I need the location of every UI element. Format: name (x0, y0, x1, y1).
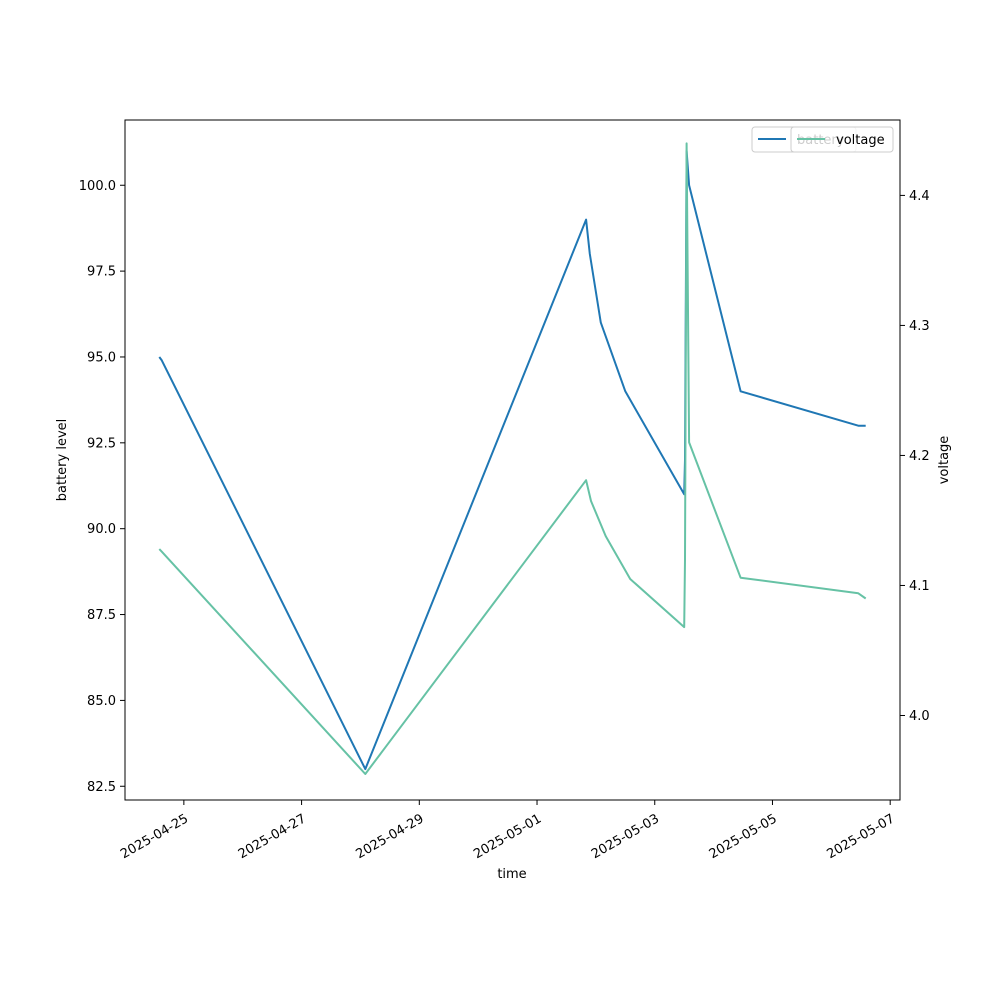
y-left-tick-label: 100.0 (79, 179, 116, 194)
legend-voltage: voltage (790, 126, 894, 153)
x-tick-label: 2025-04-25 (118, 811, 191, 862)
x-tick-label: 2025-04-29 (354, 811, 427, 862)
x-axis-title: time (497, 867, 526, 882)
y-left-tick-label: 82.5 (87, 780, 116, 795)
y-left-tick-label: 92.5 (87, 436, 116, 451)
x-tick-label: 2025-05-01 (471, 811, 544, 862)
y-left-tick-label: 95.0 (87, 350, 116, 365)
y-right-axis: 4.0 4.1 4.2 4.3 4.4 (900, 189, 930, 724)
y-right-tick-label: 4.0 (909, 709, 930, 724)
y-right-axis-title: voltage (937, 436, 952, 485)
y-left-tick-label: 85.0 (87, 694, 116, 709)
x-tick-label: 2025-04-27 (236, 811, 309, 862)
y-right-tick-label: 4.4 (909, 189, 930, 204)
plot-frame (124, 119, 901, 801)
y-left-tick-label: 90.0 (87, 522, 116, 537)
series-layer (158, 142, 867, 775)
y-left-axis-title: battery level (55, 419, 70, 502)
y-left-tick-label: 97.5 (87, 265, 116, 280)
y-right-tick-label: 4.2 (909, 449, 930, 464)
x-tick-label: 2025-05-05 (707, 811, 780, 862)
y-right-tick-label: 4.3 (909, 319, 930, 334)
x-axis: 2025-04-25 2025-04-27 2025-04-29 2025-05-01… (118, 800, 897, 862)
series-line-battery (158, 149, 866, 771)
y-left-axis: 82.5 85.0 87.5 90.0 92.5 95.0 97.5 100.0 (79, 179, 125, 795)
y-left-tick-label: 87.5 (87, 608, 116, 623)
x-tick-label: 2025-05-03 (589, 811, 662, 862)
x-tick-label: 2025-05-07 (824, 811, 897, 862)
legend-voltage-label: voltage (836, 133, 885, 148)
y-right-tick-label: 4.1 (909, 579, 930, 594)
series-line-voltage (158, 142, 867, 775)
